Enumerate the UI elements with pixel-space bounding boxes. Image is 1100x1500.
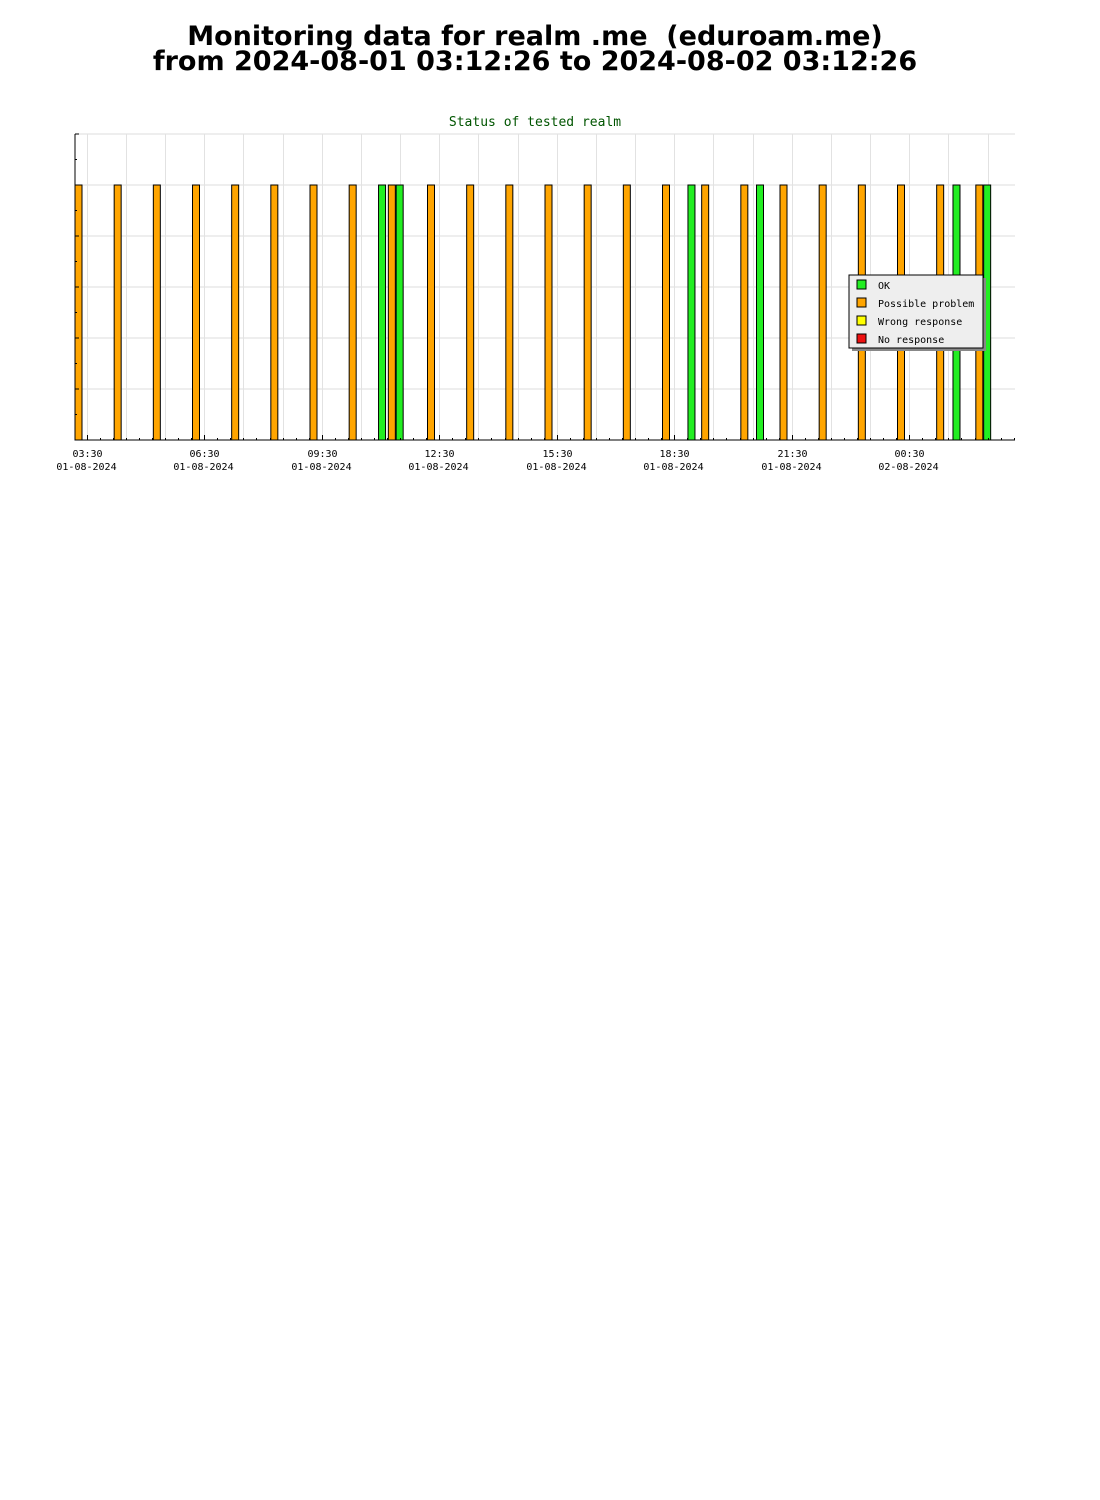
legend-label: Wrong response [878,317,962,328]
status-bar [818,184,827,441]
status-bar [309,184,318,441]
status-bar [395,184,404,441]
status-bar [270,184,279,441]
x-tick-label-time: 03:30 [72,449,102,460]
status-bar [701,184,710,441]
legend-swatch [856,333,867,344]
legend-swatch [856,297,867,308]
status-bar [466,184,475,441]
page-title-line-1: Monitoring data for realm .me (eduroam.m… [187,21,883,52]
status-bar [687,184,696,441]
status-bar [779,184,788,441]
x-tick-label-date: 02-08-2024 [878,462,938,473]
chart-legend: OK Possible problem Wrong response No respo… [848,274,986,351]
chart-axes [74,133,1015,441]
status-bar [387,184,396,441]
realm-status-chart: Status of tested realm 03:30 01-08-2024 06… [56,115,1015,473]
x-tick-label-time: 12:30 [424,449,454,460]
legend-label: OK [878,281,890,292]
status-bar [662,184,670,441]
status-bar [192,184,200,441]
legend-box [848,274,984,349]
x-tick-label-time: 18:30 [659,449,689,460]
x-axis-ticks: 03:30 01-08-2024 06:30 01-08-2024 09:30 01-08… [56,449,938,473]
x-tick-label-date: 01-08-2024 [643,462,703,473]
status-bar [113,184,122,441]
x-tick-label-date: 01-08-2024 [408,462,468,473]
status-bar [348,184,357,441]
x-tick-label-time: 15:30 [542,449,572,460]
legend-label: No response [878,335,944,346]
status-bar [152,184,161,441]
x-tick-label-date: 01-08-2024 [173,462,233,473]
x-tick-label-time: 06:30 [189,449,219,460]
x-tick-label-time: 00:30 [894,449,924,460]
legend-swatch [856,279,867,290]
x-tick-label-date: 01-08-2024 [761,462,821,473]
status-bar [505,184,514,441]
page-title-line-2: from 2024-08-01 03:12:26 to 2024-08-02 0… [152,46,918,77]
x-tick-label-time: 09:30 [307,449,337,460]
page-title: Monitoring data for realm .me (eduroam.m… [0,21,1070,77]
status-bar [622,184,631,441]
chart-title: Status of tested realm [449,115,621,130]
status-bar [756,184,764,441]
x-tick-label-date: 01-08-2024 [526,462,586,473]
status-bar [544,184,553,441]
legend-swatch [856,315,867,326]
status-bar [583,184,592,441]
status-bar [427,184,435,441]
status-bar [740,184,749,441]
status-bar [231,184,240,441]
x-tick-label-time: 21:30 [777,449,807,460]
x-tick-label-date: 01-08-2024 [56,462,116,473]
legend-label: Possible problem [878,299,974,310]
status-bar [378,184,387,441]
x-tick-label-date: 01-08-2024 [291,462,351,473]
